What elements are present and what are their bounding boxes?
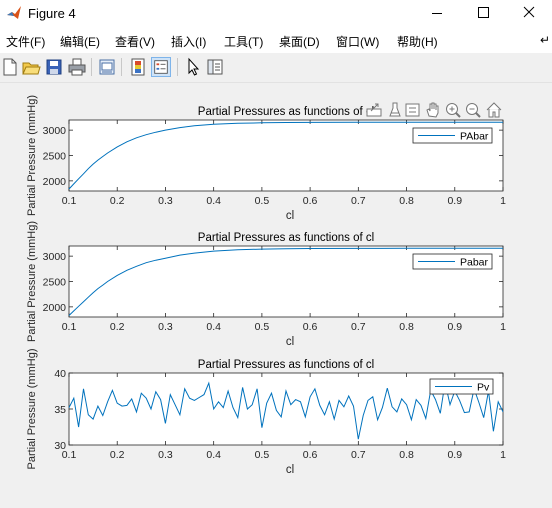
- window-title: Figure 4: [28, 6, 76, 21]
- x-tick-label: 0.1: [62, 321, 77, 333]
- menu-window[interactable]: 窗口(W): [336, 35, 380, 49]
- toolbar-separator: [91, 58, 92, 76]
- y-tick-label: 2000: [43, 176, 67, 188]
- legend[interactable]: Pabar: [412, 253, 493, 270]
- x-tick-label: 0.8: [399, 321, 414, 333]
- legend[interactable]: PAbar: [412, 127, 493, 144]
- home-icon[interactable]: [486, 102, 502, 118]
- zoom-in-icon[interactable]: [446, 103, 461, 118]
- legend-label: PAbar: [460, 131, 489, 143]
- menu-overflow-icon[interactable]: ↵: [540, 33, 551, 47]
- x-tick-label: 0.3: [158, 449, 173, 461]
- x-tick-label: 0.8: [399, 195, 414, 207]
- toolbar-separator: [177, 58, 178, 76]
- y-axis-label: Partial Pressure (mmHg): [26, 348, 38, 469]
- y-tick-label: 2000: [43, 302, 67, 314]
- axes-title: Partial Pressures as functions of cl: [198, 232, 374, 244]
- toolbar: [0, 54, 552, 83]
- x-axis-label: cl: [286, 210, 294, 222]
- x-tick-label: 0.4: [206, 195, 221, 207]
- new-figure-icon[interactable]: [0, 57, 20, 77]
- save-icon[interactable]: [44, 57, 64, 77]
- series-line-Pabar[interactable]: [68, 247, 503, 316]
- x-tick-label: 0.5: [255, 321, 270, 333]
- menu-view[interactable]: 查看(V): [115, 35, 155, 49]
- y-axis-label: Partial Pressure (mmHg): [26, 221, 38, 342]
- pan-icon[interactable]: [426, 102, 439, 118]
- axes-title: Partial Pressures as functions of cl: [198, 106, 374, 118]
- subplot-3: Partial Pressures as functions of cl 0.1 0…: [26, 348, 506, 476]
- legend-label: Pabar: [460, 257, 489, 269]
- minimize-button[interactable]: [414, 0, 460, 27]
- y-tick-label: 3000: [43, 251, 67, 263]
- y-axis-label: Partial Pressure (mmHg): [26, 95, 38, 216]
- subplot-2: Partial Pressures as functions of cl 0.1 0…: [26, 221, 506, 348]
- insert-legend-icon[interactable]: [151, 57, 171, 77]
- x-tick-label: 0.1: [62, 449, 77, 461]
- insert-colorbar-icon[interactable]: [128, 57, 148, 77]
- menu-edit[interactable]: 编辑(E): [60, 35, 100, 49]
- x-tick-label: 0.2: [110, 195, 125, 207]
- y-tick-label: 2500: [43, 277, 67, 289]
- x-tick-label: 1: [500, 449, 506, 461]
- legend-label: Pv: [477, 382, 490, 394]
- maximize-button[interactable]: [460, 0, 506, 27]
- zoom-out-icon[interactable]: [466, 103, 481, 118]
- menu-bar: [0, 27, 552, 53]
- x-tick-label: 0.6: [303, 449, 318, 461]
- x-tick-label: 0.6: [303, 195, 318, 207]
- menu-help[interactable]: 帮助(H): [397, 35, 438, 49]
- menu-tools[interactable]: 工具(T): [224, 35, 264, 49]
- menu-desktop[interactable]: 桌面(D): [279, 35, 320, 49]
- menu-file[interactable]: 文件(F): [6, 35, 46, 49]
- y-tick-label: 30: [54, 440, 66, 452]
- axes-title: Partial Pressures as functions of cl: [198, 359, 374, 371]
- x-axis-label: cl: [286, 336, 294, 348]
- property-inspector-icon[interactable]: [205, 57, 225, 77]
- x-tick-label: 0.4: [206, 449, 221, 461]
- x-tick-label: 0.7: [351, 195, 366, 207]
- x-tick-label: 1: [500, 321, 506, 333]
- legend[interactable]: Pv: [429, 378, 494, 395]
- edit-plot-icon[interactable]: [183, 57, 203, 77]
- y-tick-label: 3000: [43, 125, 67, 137]
- link-plot-icon[interactable]: [97, 57, 117, 77]
- toolbar-separator: [121, 58, 122, 76]
- y-tick-label: 40: [54, 368, 66, 380]
- x-tick-label: 0.9: [447, 195, 462, 207]
- open-file-icon[interactable]: [21, 57, 41, 77]
- x-tick-label: 0.4: [206, 321, 221, 333]
- x-tick-label: 0.9: [447, 449, 462, 461]
- x-tick-label: 0.3: [158, 321, 173, 333]
- matlab-icon: [7, 6, 21, 19]
- axes-toolbar: [366, 102, 502, 118]
- y-tick-label: 2500: [43, 151, 67, 163]
- menu-insert[interactable]: 插入(I): [171, 35, 207, 49]
- x-tick-label: 0.7: [351, 321, 366, 333]
- figure-canvas: Partial Pressures as functions of cl 0.1 0…: [0, 83, 552, 503]
- data-tips-icon[interactable]: [405, 103, 420, 117]
- subplot-1: Partial Pressures as functions of cl 0.1 0…: [26, 95, 506, 222]
- plots-svg: Partial Pressures as functions of cl 0.1 0…: [26, 95, 506, 476]
- series-line-PAbar[interactable]: [68, 121, 503, 190]
- x-tick-label: 1: [500, 195, 506, 207]
- x-tick-label: 0.7: [351, 449, 366, 461]
- x-tick-label: 0.5: [255, 195, 270, 207]
- x-tick-label: 0.2: [110, 321, 125, 333]
- close-button[interactable]: [506, 0, 552, 27]
- x-axis-label: cl: [286, 464, 294, 476]
- export-icon[interactable]: [366, 103, 382, 117]
- print-icon[interactable]: [67, 57, 87, 77]
- x-tick-label: 0.6: [303, 321, 318, 333]
- brush-icon[interactable]: [389, 102, 401, 117]
- y-tick-label: 35: [54, 404, 66, 416]
- x-tick-label: 0.2: [110, 449, 125, 461]
- x-tick-label: 0.9: [447, 321, 462, 333]
- x-tick-label: 0.1: [62, 195, 77, 207]
- title-bar: Figure 4: [0, 0, 552, 27]
- x-tick-label: 0.5: [255, 449, 270, 461]
- x-tick-label: 0.8: [399, 449, 414, 461]
- x-tick-label: 0.3: [158, 195, 173, 207]
